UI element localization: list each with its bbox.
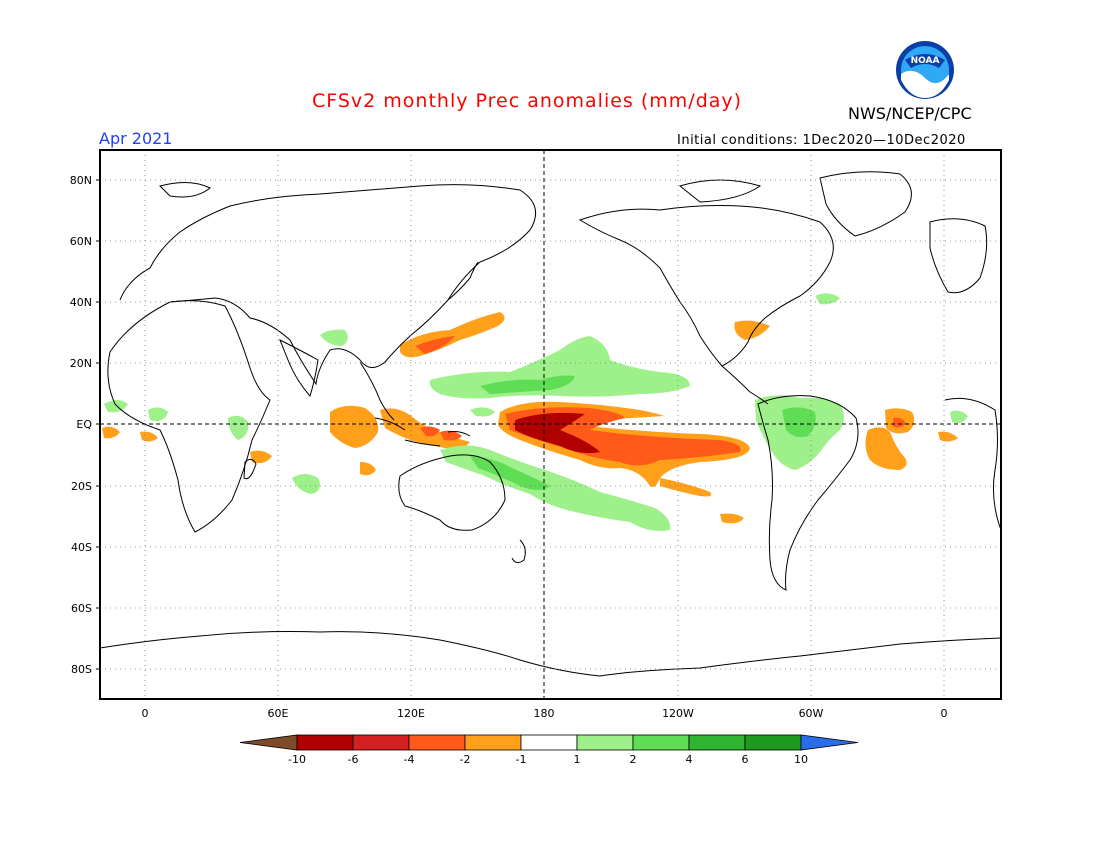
colorbar-segment	[744, 734, 802, 751]
initial-conditions: Initial conditions: 1Dec2020—10Dec2020	[677, 133, 966, 148]
colorbar-label: -4	[404, 753, 415, 766]
gridlines	[100, 150, 1001, 699]
colorbar-label: 4	[686, 753, 693, 766]
lat-label: 40S	[71, 541, 92, 554]
colorbar-label: 10	[794, 753, 808, 766]
colorbar-label: -6	[348, 753, 359, 766]
coastlines	[99, 171, 1002, 677]
lon-label: 0	[941, 707, 948, 720]
colorbar-arrow-high	[800, 734, 859, 751]
colorbar-segment	[464, 734, 522, 751]
lon-label: 120W	[662, 707, 694, 720]
lon-label: 60W	[799, 707, 824, 720]
colorbar-segment	[576, 734, 634, 751]
colorbar: -10 -6 -4 -2 -1 1 2 4 6 10	[239, 734, 859, 766]
colorbar-arrow-low	[239, 734, 298, 751]
colorbar-label: 2	[630, 753, 637, 766]
lat-label: 60S	[71, 602, 92, 615]
lat-label: 80N	[70, 174, 92, 187]
colorbar-label: -10	[288, 753, 306, 766]
agency-label: NWS/NCEP/CPC	[848, 104, 972, 123]
lat-label: EQ	[76, 418, 92, 431]
colorbar-label: 6	[742, 753, 749, 766]
noaa-logo: NOAA	[895, 40, 955, 100]
lon-label: 120E	[397, 707, 425, 720]
lat-label: 40N	[70, 296, 92, 309]
colorbar-segment	[352, 734, 410, 751]
plot-area	[99, 149, 1002, 700]
lat-label: 60N	[70, 235, 92, 248]
colorbar-segment	[632, 734, 690, 751]
colorbar-segment	[688, 734, 746, 751]
lat-label: 80S	[71, 663, 92, 676]
colorbar-segment	[408, 734, 466, 751]
lon-labels: 0 60E 120E 180 120W 60W 0	[142, 707, 948, 720]
axis-ticks	[96, 179, 100, 670]
chart-title: CFSv2 monthly Prec anomalies (mm/day)	[312, 90, 743, 112]
reference-lines	[100, 150, 1001, 699]
lon-label: 0	[142, 707, 149, 720]
colorbar-label: -2	[460, 753, 471, 766]
lon-label: 180	[534, 707, 555, 720]
anomaly-shading	[102, 293, 968, 531]
colorbar-label: -1	[516, 753, 527, 766]
colorbar-label: 1	[574, 753, 581, 766]
month-label: Apr 2021	[99, 129, 173, 148]
lat-labels: 80N 60N 40N 20N EQ 20S 40S 60S 80S	[70, 174, 93, 676]
lat-label: 20S	[71, 480, 92, 493]
colorbar-segment	[520, 734, 578, 751]
colorbar-segment	[296, 734, 354, 751]
lat-label: 20N	[70, 357, 92, 370]
logo-text: NOAA	[911, 56, 940, 66]
lon-label: 60E	[268, 707, 289, 720]
